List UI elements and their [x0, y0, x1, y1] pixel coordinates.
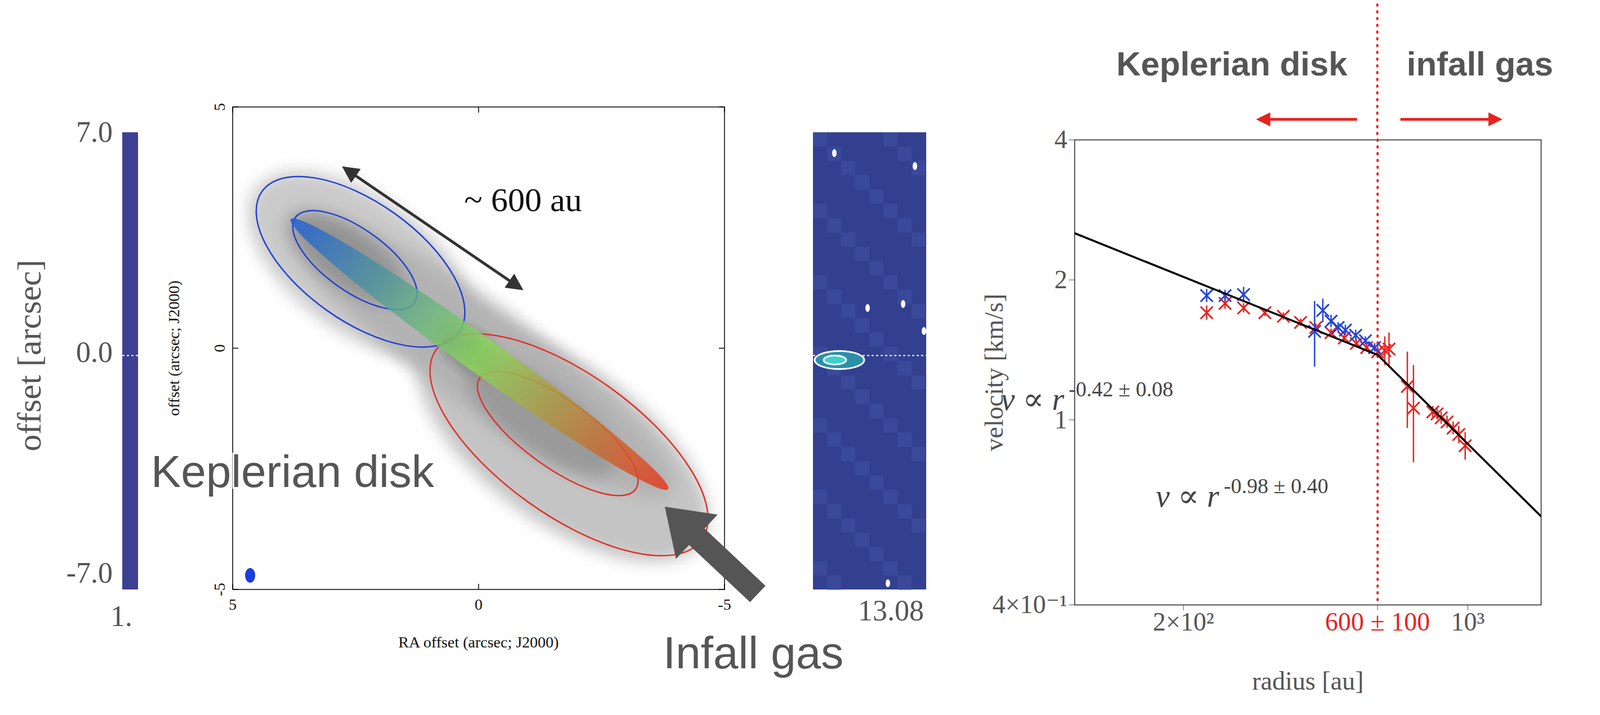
svg-text:0: 0 [474, 596, 483, 614]
svg-text:2×10²: 2×10² [1152, 607, 1215, 637]
svg-text:13.08: 13.08 [858, 594, 924, 628]
svg-text:10³: 10³ [1451, 607, 1486, 637]
svg-text:~ 600 au: ~ 600 au [464, 181, 582, 219]
svg-text:1: 1 [1054, 405, 1068, 435]
svg-text:v ∝ r-0.98 ± 0.40: v ∝ r-0.98 ± 0.40 [1156, 474, 1329, 514]
svg-text:600 ± 100: 600 ± 100 [1325, 607, 1430, 637]
svg-text:v ∝ r-0.42 ± 0.08: v ∝ r-0.42 ± 0.08 [1000, 377, 1173, 417]
svg-text:RA offset (arcsec; J2000): RA offset (arcsec; J2000) [398, 633, 559, 652]
svg-text:-5: -5 [210, 583, 229, 597]
svg-text:radius [au]: radius [au] [1252, 667, 1364, 696]
svg-text:1.: 1. [110, 600, 133, 633]
svg-text:5: 5 [210, 103, 229, 111]
svg-text:-7.0: -7.0 [66, 557, 113, 590]
svg-text:offset [arcsec]: offset [arcsec] [10, 259, 48, 452]
svg-text:4×10⁻¹: 4×10⁻¹ [992, 590, 1068, 620]
svg-text:4: 4 [1054, 125, 1068, 154]
svg-text:0.0: 0.0 [76, 336, 113, 369]
svg-text:Infall gas: Infall gas [663, 628, 844, 679]
svg-text:offset (arcsec; J2000): offset (arcsec; J2000) [165, 280, 183, 417]
svg-text:Keplerian disk: Keplerian disk [150, 446, 435, 497]
svg-text:-5: -5 [717, 596, 731, 614]
svg-text:Keplerian disk: Keplerian disk [1116, 45, 1349, 83]
svg-text:infall gas: infall gas [1406, 45, 1554, 83]
svg-text:5: 5 [228, 596, 237, 614]
svg-text:0: 0 [210, 344, 229, 353]
svg-text:7.0: 7.0 [76, 116, 113, 149]
svg-text:velocity [km/s]: velocity [km/s] [979, 294, 1009, 452]
svg-text:2: 2 [1054, 265, 1068, 295]
